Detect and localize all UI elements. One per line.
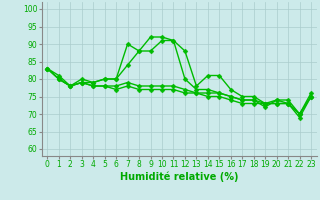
X-axis label: Humidité relative (%): Humidité relative (%) <box>120 172 238 182</box>
